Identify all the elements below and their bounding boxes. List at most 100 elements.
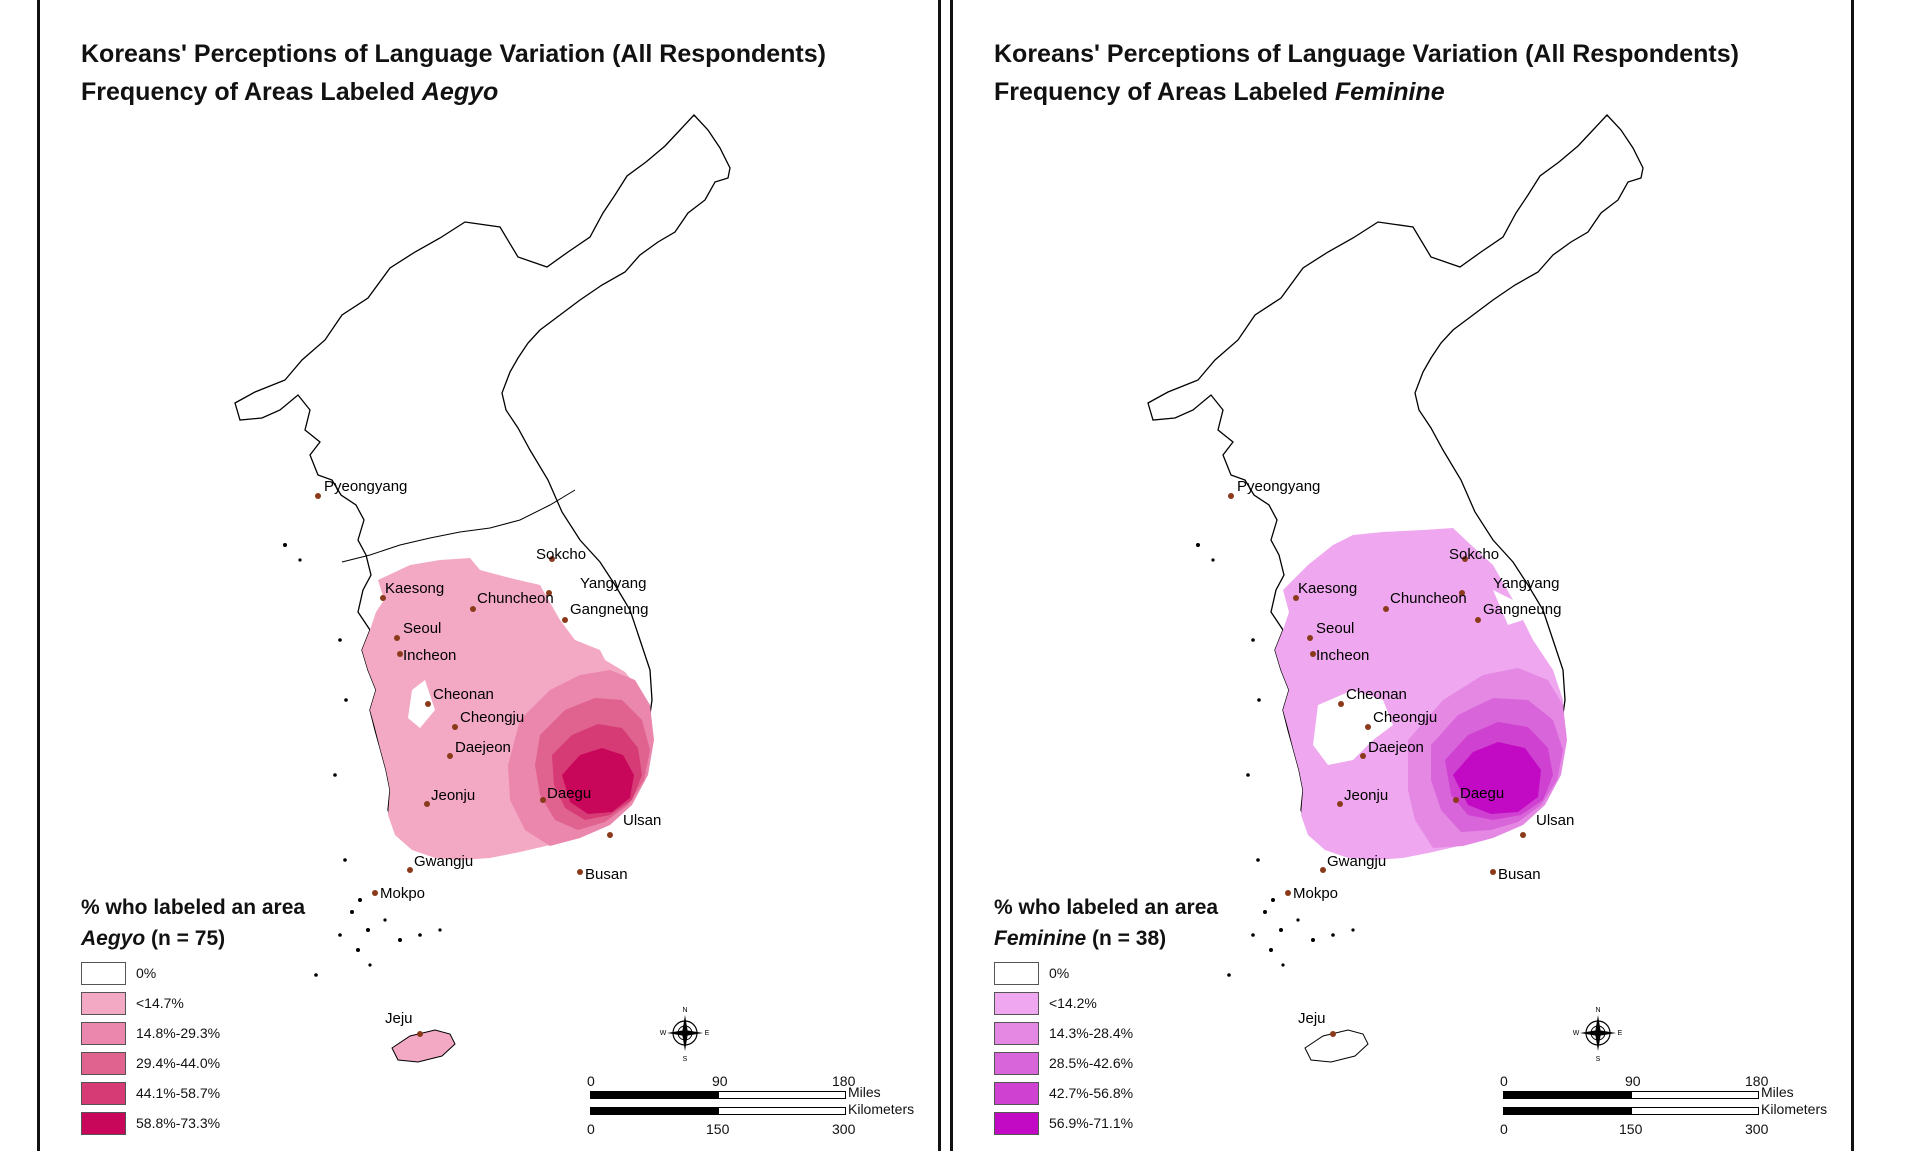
title-line-2: Frequency of Areas Labeled Aegyo bbox=[81, 78, 499, 106]
legend-swatch bbox=[994, 1081, 1039, 1105]
city-pyeongyang: Pyeongyang bbox=[1237, 478, 1320, 495]
title-term: Aegyo bbox=[421, 78, 499, 106]
miles-bar bbox=[590, 1091, 846, 1099]
legend-swatch bbox=[994, 1111, 1039, 1135]
legend: 0% <14.7% 14.8%-29.3% 29.4%-44.0% 44.1%-… bbox=[81, 958, 220, 1138]
legend-swatch bbox=[81, 991, 126, 1015]
city-mokpo: Mokpo bbox=[1293, 885, 1338, 902]
legend-swatch bbox=[81, 961, 126, 985]
region-class-5 bbox=[562, 748, 634, 814]
legend-swatch bbox=[81, 1021, 126, 1045]
city-daejeon: Daejeon bbox=[1368, 739, 1424, 756]
svg-text:W: W bbox=[1573, 1030, 1580, 1037]
legend: 0% <14.2% 14.3%-28.4% 28.5%-42.6% 42.7%-… bbox=[994, 958, 1133, 1138]
legend-item: 56.9%-71.1% bbox=[994, 1108, 1133, 1138]
city-daegu: Daegu bbox=[1460, 785, 1504, 802]
map-title: Koreans' Perceptions of Language Variati… bbox=[994, 35, 1739, 111]
legend-title: % who labeled an area Aegyo (n = 75) bbox=[81, 896, 306, 950]
city-gwangju: Gwangju bbox=[414, 853, 473, 870]
scale-bar: 0 90 180 Miles Kilometers 0 150 300 bbox=[1500, 1073, 1828, 1137]
svg-text:N: N bbox=[682, 1007, 687, 1014]
title-line-1: Koreans' Perceptions of Language Variati… bbox=[994, 40, 1739, 68]
city-ulsan: Ulsan bbox=[1536, 812, 1574, 829]
title-line-2: Frequency of Areas Labeled Feminine bbox=[994, 78, 1445, 106]
svg-text:S: S bbox=[1596, 1056, 1601, 1063]
city-kaesong: Kaesong bbox=[1298, 580, 1357, 597]
city-incheon: Incheon bbox=[403, 647, 456, 664]
city-sokcho: Sokcho bbox=[1449, 546, 1499, 563]
city-gangneung: Gangneung bbox=[570, 601, 648, 618]
svg-text:E: E bbox=[1618, 1030, 1623, 1037]
legend-item: <14.2% bbox=[994, 988, 1133, 1018]
city-busan: Busan bbox=[585, 866, 628, 883]
legend-swatch bbox=[81, 1051, 126, 1075]
title-term: Feminine bbox=[1334, 78, 1445, 106]
korea-map: Pyeongyang Sokcho Yangyang Kaesong Chunc… bbox=[234, 114, 731, 1063]
compass-rose-icon: N S E W bbox=[1573, 1007, 1623, 1063]
kilometers-bar bbox=[590, 1107, 846, 1115]
legend-swatch bbox=[994, 1021, 1039, 1045]
jeju-island bbox=[391, 1029, 456, 1063]
miles-bar bbox=[1503, 1091, 1759, 1099]
legend-swatch bbox=[994, 961, 1039, 985]
city-jeonju: Jeonju bbox=[1344, 787, 1388, 804]
legend-item: 44.1%-58.7% bbox=[81, 1078, 220, 1108]
city-jeju: Jeju bbox=[385, 1010, 413, 1027]
city-seoul: Seoul bbox=[1316, 620, 1354, 637]
region-class-5 bbox=[1453, 742, 1541, 814]
legend-item: <14.7% bbox=[81, 988, 220, 1018]
city-seoul: Seoul bbox=[403, 620, 441, 637]
legend-item: 14.8%-29.3% bbox=[81, 1018, 220, 1048]
city-mokpo: Mokpo bbox=[380, 885, 425, 902]
legend-swatch bbox=[994, 1051, 1039, 1075]
city-cheongju: Cheongju bbox=[460, 709, 524, 726]
legend-term: Feminine bbox=[994, 927, 1087, 950]
city-busan: Busan bbox=[1498, 866, 1541, 883]
city-chuncheon: Chuncheon bbox=[1390, 590, 1467, 607]
legend-item: 42.7%-56.8% bbox=[994, 1078, 1133, 1108]
svg-text:W: W bbox=[660, 1030, 667, 1037]
legend-title: % who labeled an area Feminine (n = 38) bbox=[994, 896, 1219, 950]
svg-text:S: S bbox=[683, 1056, 688, 1063]
city-pyeongyang: Pyeongyang bbox=[324, 478, 407, 495]
legend-swatch bbox=[81, 1111, 126, 1135]
city-yangyang: Yangyang bbox=[580, 575, 646, 592]
legend-item: 0% bbox=[81, 958, 220, 988]
kilometers-bar bbox=[1503, 1107, 1759, 1115]
city-ulsan: Ulsan bbox=[623, 812, 661, 829]
city-jeju: Jeju bbox=[1298, 1010, 1326, 1027]
legend-swatch bbox=[81, 1081, 126, 1105]
city-jeonju: Jeonju bbox=[431, 787, 475, 804]
jeju-island bbox=[1304, 1029, 1369, 1063]
legend-swatch bbox=[994, 991, 1039, 1015]
map-panel-aegyo: Koreans' Perceptions of Language Variati… bbox=[37, 0, 941, 1151]
city-gangneung: Gangneung bbox=[1483, 601, 1561, 618]
svg-text:N: N bbox=[1595, 1007, 1600, 1014]
city-kaesong: Kaesong bbox=[385, 580, 444, 597]
legend-item: 14.3%-28.4% bbox=[994, 1018, 1133, 1048]
city-cheonan: Cheonan bbox=[433, 686, 494, 703]
city-incheon: Incheon bbox=[1316, 647, 1369, 664]
legend-item: 29.4%-44.0% bbox=[81, 1048, 220, 1078]
legend-item: 58.8%-73.3% bbox=[81, 1108, 220, 1138]
city-cheonan: Cheonan bbox=[1346, 686, 1407, 703]
map-panel-feminine: Koreans' Perceptions of Language Variati… bbox=[950, 0, 1854, 1151]
legend-item: 28.5%-42.6% bbox=[994, 1048, 1133, 1078]
legend-term: Aegyo bbox=[81, 927, 146, 950]
city-daegu: Daegu bbox=[547, 785, 591, 802]
scale-bar: 0 90 180 Miles Kilometers 0 150 300 bbox=[587, 1073, 915, 1137]
city-cheongju: Cheongju bbox=[1373, 709, 1437, 726]
city-yangyang: Yangyang bbox=[1493, 575, 1559, 592]
city-gwangju: Gwangju bbox=[1327, 853, 1386, 870]
korea-map: Pyeongyang Sokcho Yangyang Kaesong Chunc… bbox=[1147, 114, 1644, 1063]
legend-item: 0% bbox=[994, 958, 1133, 988]
city-sokcho: Sokcho bbox=[536, 546, 586, 563]
compass-rose-icon: N S E W bbox=[660, 1007, 710, 1063]
city-chuncheon: Chuncheon bbox=[477, 590, 554, 607]
title-line-1: Koreans' Perceptions of Language Variati… bbox=[81, 40, 826, 68]
city-daejeon: Daejeon bbox=[455, 739, 511, 756]
legend-n: (n = 75) bbox=[145, 927, 226, 950]
legend-n: (n = 38) bbox=[1086, 927, 1167, 950]
svg-text:E: E bbox=[705, 1030, 710, 1037]
map-title: Koreans' Perceptions of Language Variati… bbox=[81, 35, 826, 111]
